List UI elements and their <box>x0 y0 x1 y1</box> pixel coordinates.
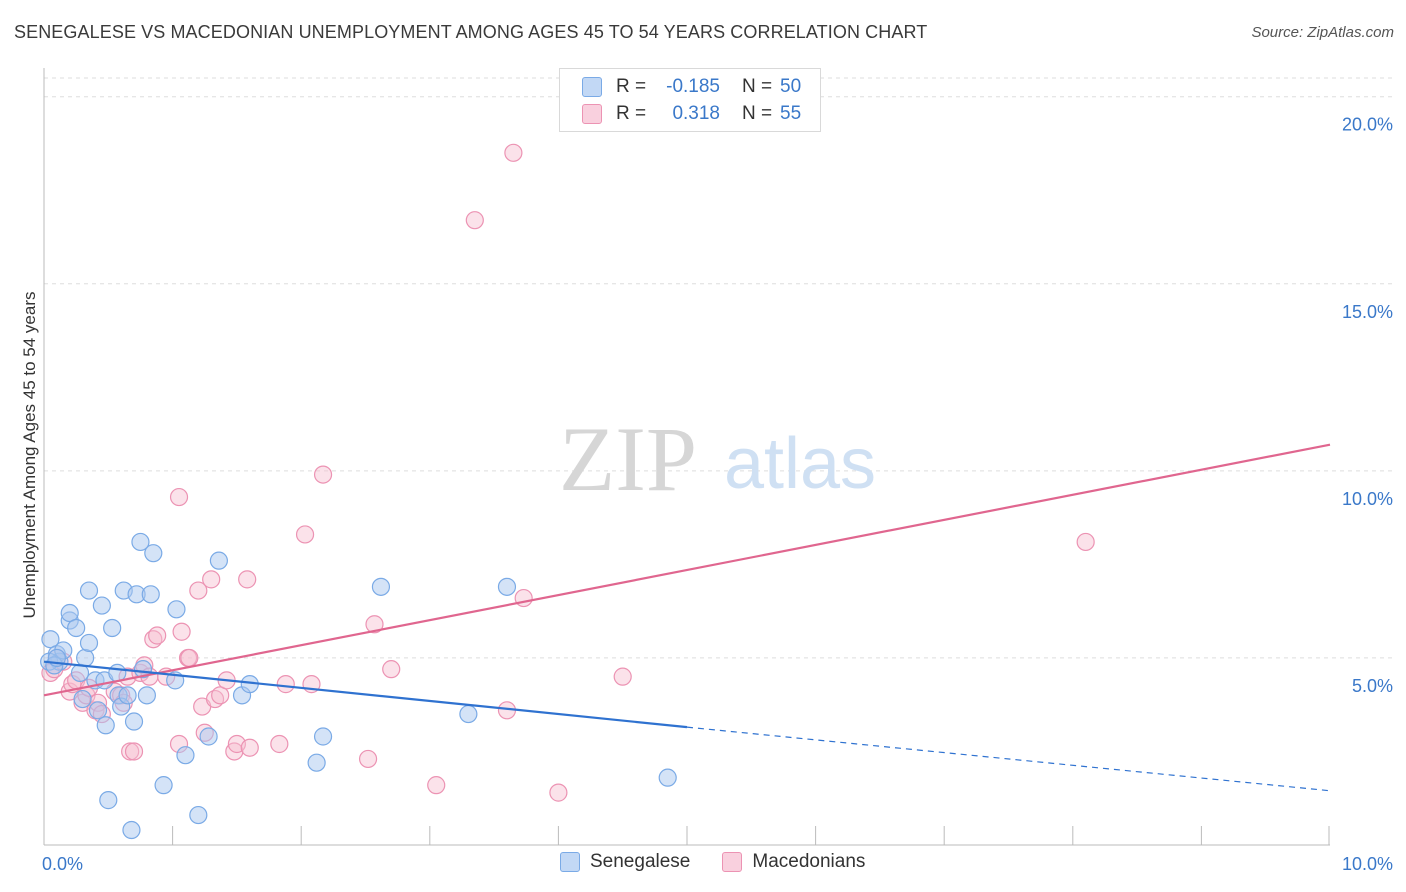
source-credit: Source: ZipAtlas.com <box>1251 24 1394 41</box>
data-point-senegalese <box>79 633 99 653</box>
y-tick-label: 5.0% <box>1352 676 1393 696</box>
data-point-senegalese <box>73 689 92 709</box>
data-point-senegalese <box>76 648 95 668</box>
data-point-macedonians <box>172 622 191 641</box>
data-point-senegalese <box>658 768 677 787</box>
x-tick-label: 10.0% <box>1342 854 1393 874</box>
tick-labels: 5.0% 10.0% 15.0% 20.0% 0.0% 10.0% <box>42 115 1393 874</box>
data-point-senegalese <box>144 544 163 563</box>
data-point-macedonians <box>365 615 384 634</box>
data-point-macedonians <box>121 742 140 761</box>
data-point-senegalese <box>497 577 517 596</box>
legend-label-macedonians: Macedonians <box>752 851 866 872</box>
data-point-senegalese <box>88 701 108 720</box>
data-point-senegalese <box>124 712 144 731</box>
trend-line-senegalese <box>43 660 688 729</box>
data-point-senegalese <box>99 791 118 810</box>
data-point-macedonians <box>124 742 144 761</box>
data-point-macedonians <box>358 749 378 769</box>
data-point-senegalese <box>133 660 153 679</box>
trend-lines <box>43 443 1331 792</box>
r-label: R = <box>616 103 647 124</box>
data-point-senegalese <box>79 581 99 600</box>
data-point-senegalese <box>92 596 111 615</box>
data-point-macedonians <box>169 487 189 507</box>
legend-swatch-pink <box>582 104 602 124</box>
data-point-senegalese <box>459 704 478 724</box>
data-point-macedonians <box>238 570 257 589</box>
data-point-macedonians <box>295 525 315 544</box>
data-point-senegalese <box>96 716 115 735</box>
n-value: 55 <box>780 103 802 124</box>
data-point-senegalese <box>41 630 60 649</box>
data-point-macedonians <box>211 686 230 705</box>
data-point-senegalese <box>67 618 86 638</box>
data-point-senegalese <box>137 686 156 705</box>
data-point-senegalese <box>154 776 173 795</box>
y-tick-label: 15.0% <box>1342 302 1393 322</box>
data-point-senegalese <box>122 820 141 840</box>
legend-row-macedonians: R = 0.318 N = 55 <box>582 101 801 127</box>
y-axis-label: Unemployment Among Ages 45 to 54 years <box>20 291 39 619</box>
data-point-senegalese <box>60 603 79 623</box>
data-point-macedonians <box>1076 532 1095 552</box>
data-point-macedonians <box>549 783 568 802</box>
data-point-senegalese <box>118 686 137 705</box>
data-point-senegalese <box>209 551 228 570</box>
data-point-macedonians <box>313 465 333 484</box>
n-value: 50 <box>780 76 802 97</box>
legend-item-macedonians: Macedonians <box>722 851 865 873</box>
data-point-macedonians <box>148 626 167 645</box>
trend-line-senegalese-extension <box>686 726 1331 792</box>
data-point-macedonians <box>504 143 523 162</box>
y-tick-label: 20.0% <box>1342 115 1393 135</box>
data-point-senegalese <box>371 577 391 596</box>
r-value: 0.318 <box>672 103 720 124</box>
watermark-zip: ZIP <box>559 408 697 510</box>
y-tick-label: 10.0% <box>1342 489 1393 509</box>
legend-label-senegalese: Senegalese <box>590 851 691 872</box>
chart-title: SENEGALESE VS MACEDONIAN UNEMPLOYMENT AM… <box>14 22 928 42</box>
legend-swatch-pink <box>722 852 743 872</box>
r-value: -0.185 <box>666 76 720 97</box>
trend-line-macedonians <box>43 443 1331 697</box>
data-point-senegalese <box>103 618 122 638</box>
data-point-macedonians <box>189 581 208 600</box>
data-point-senegalese <box>189 805 208 825</box>
data-point-senegalese <box>199 727 218 746</box>
series-legend: Senegalese Macedonians <box>560 851 897 873</box>
data-point-macedonians <box>382 660 401 679</box>
legend-item-senegalese: Senegalese <box>560 851 690 873</box>
x-tick-label: 0.0% <box>42 854 83 874</box>
data-point-macedonians <box>225 742 244 761</box>
legend-swatch-blue <box>560 852 580 872</box>
data-point-macedonians <box>613 667 632 686</box>
data-point-senegalese <box>141 585 160 604</box>
legend-swatch-blue <box>582 77 602 97</box>
data-point-senegalese <box>176 746 195 765</box>
data-point-senegalese <box>167 600 186 619</box>
watermark: ZIP atlas <box>559 408 876 510</box>
series-senegalese <box>40 532 677 840</box>
n-label: N = <box>742 103 773 124</box>
data-point-macedonians <box>180 648 199 668</box>
data-point-macedonians <box>276 675 295 694</box>
data-point-macedonians <box>202 570 221 589</box>
r-label: R = <box>616 76 647 97</box>
legend-row-senegalese: R = -0.185 N = 50 <box>582 74 801 100</box>
data-point-macedonians <box>427 776 446 795</box>
n-label: N = <box>742 76 773 97</box>
data-point-macedonians <box>240 738 259 757</box>
data-point-senegalese <box>131 532 150 552</box>
data-point-macedonians <box>270 734 289 754</box>
data-point-senegalese <box>307 753 326 772</box>
data-point-macedonians <box>465 211 484 230</box>
axes <box>43 68 1330 846</box>
watermark-atlas: atlas <box>724 424 876 504</box>
correlation-legend: R = -0.185 N = 50 R = 0.318 N = 55 <box>559 68 821 132</box>
data-point-senegalese <box>313 727 333 746</box>
